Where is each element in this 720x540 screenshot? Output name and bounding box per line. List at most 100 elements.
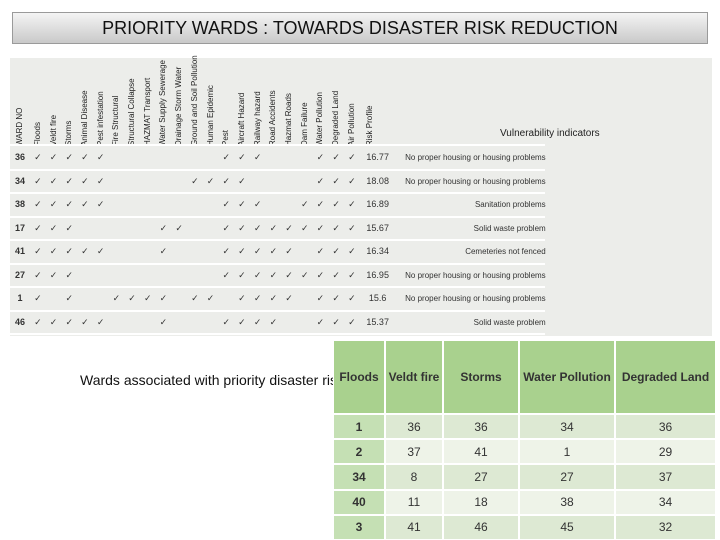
vulnerability: No proper housing or housing problems xyxy=(405,294,546,303)
priority-table: Floods Veldt fire Storms Water Pollution Deg… xyxy=(333,340,716,540)
table-cell: 41 xyxy=(443,439,519,465)
check: ✓ xyxy=(81,175,89,186)
check: ✓ xyxy=(238,175,246,186)
table-cell: 29 xyxy=(615,439,716,465)
check: ✓ xyxy=(348,293,356,303)
check: ✓ xyxy=(238,269,246,280)
table-header: Floods xyxy=(333,340,385,414)
check: ✓ xyxy=(128,293,136,303)
check: ✓ xyxy=(65,269,73,280)
check: ✓ xyxy=(191,293,199,303)
check: ✓ xyxy=(238,222,246,233)
column-header: Structural Collapse xyxy=(127,78,137,146)
check: ✓ xyxy=(348,175,356,186)
check: ✓ xyxy=(206,293,215,303)
check: ✓ xyxy=(348,269,356,280)
check: ✓ xyxy=(65,246,73,256)
column-header: Air Pollution xyxy=(346,103,356,146)
check: ✓ xyxy=(285,246,293,256)
table-cell: 41 xyxy=(385,514,443,540)
check: ✓ xyxy=(332,152,340,162)
check: ✓ xyxy=(34,246,42,256)
ward-cell: 1 xyxy=(333,414,385,440)
check: ✓ xyxy=(159,293,168,303)
check: ✓ xyxy=(222,316,230,327)
row-divider xyxy=(10,333,545,335)
row-divider xyxy=(10,262,545,265)
check: ✓ xyxy=(238,199,246,209)
check: ✓ xyxy=(269,246,278,256)
check: ✓ xyxy=(316,269,325,280)
check: ✓ xyxy=(65,152,73,162)
risk-profile: 15.37 xyxy=(366,316,389,327)
risk-profile: 16.77 xyxy=(366,152,389,162)
column-header: Railway hazard xyxy=(252,91,262,146)
row-divider xyxy=(10,192,545,194)
check: ✓ xyxy=(222,152,230,162)
check: ✓ xyxy=(316,199,325,209)
check: ✓ xyxy=(96,175,105,186)
check: ✓ xyxy=(348,316,356,327)
column-header: Risk Profile xyxy=(364,105,374,146)
column-header: Water Supply Sewerage xyxy=(158,60,168,146)
check: ✓ xyxy=(238,316,246,327)
check: ✓ xyxy=(49,246,58,256)
check: ✓ xyxy=(332,316,340,327)
table-cell: 46 xyxy=(443,514,519,540)
check: ✓ xyxy=(175,222,183,233)
check: ✓ xyxy=(332,199,340,209)
vulnerability: No proper housing or housing problems xyxy=(405,153,546,162)
risk-profile: 16.89 xyxy=(366,199,389,209)
check: ✓ xyxy=(96,316,105,327)
check: ✓ xyxy=(34,199,42,209)
check: ✓ xyxy=(332,222,340,233)
table-cell: 38 xyxy=(519,489,615,515)
check: ✓ xyxy=(65,293,73,303)
vulnerability: Solid waste problem xyxy=(473,223,546,233)
caption: Wards associated with priority disaster … xyxy=(80,372,345,388)
check: ✓ xyxy=(348,152,356,162)
check: ✓ xyxy=(253,316,262,327)
check: ✓ xyxy=(316,175,325,186)
ward-number: 27 xyxy=(14,269,25,280)
ward-number: 34 xyxy=(14,175,25,186)
check: ✓ xyxy=(96,199,105,209)
check: ✓ xyxy=(34,152,42,162)
column-header: Vulnerability indicators xyxy=(500,128,600,139)
risk-profile: 16.95 xyxy=(366,269,389,280)
ward-number: 41 xyxy=(14,246,25,256)
check: ✓ xyxy=(285,269,293,280)
table-cell: 34 xyxy=(519,414,615,440)
check: ✓ xyxy=(222,269,230,280)
check: ✓ xyxy=(253,152,262,162)
table-cell: 32 xyxy=(615,514,716,540)
ward-number: 46 xyxy=(14,316,25,327)
column-header: Road Accidents xyxy=(268,90,278,146)
column-header: Water Pollution xyxy=(315,92,325,146)
check: ✓ xyxy=(332,246,340,256)
column-header: Degraded Land xyxy=(331,90,341,146)
check: ✓ xyxy=(206,175,215,186)
table-cell: 18 xyxy=(443,489,519,515)
check: ✓ xyxy=(96,152,105,162)
column-header: HAZMAT Transport xyxy=(142,77,152,146)
column-header: Pest infestation xyxy=(95,91,105,146)
check: ✓ xyxy=(49,175,58,186)
table-cell: 27 xyxy=(443,464,519,490)
check: ✓ xyxy=(81,246,89,256)
check: ✓ xyxy=(191,175,199,186)
check: ✓ xyxy=(269,316,278,327)
check: ✓ xyxy=(316,316,325,327)
check: ✓ xyxy=(253,269,262,280)
risk-profile: 16.34 xyxy=(366,246,389,256)
vulnerability: Cemeteries not fenced xyxy=(465,247,546,256)
column-header: Fire Structural xyxy=(111,95,121,146)
check: ✓ xyxy=(285,293,293,303)
check: ✓ xyxy=(253,222,262,233)
vulnerability: Solid waste problem xyxy=(473,317,546,327)
check: ✓ xyxy=(159,222,168,233)
check: ✓ xyxy=(34,316,42,327)
check: ✓ xyxy=(34,222,42,233)
risk-profile: 18.08 xyxy=(366,175,389,186)
